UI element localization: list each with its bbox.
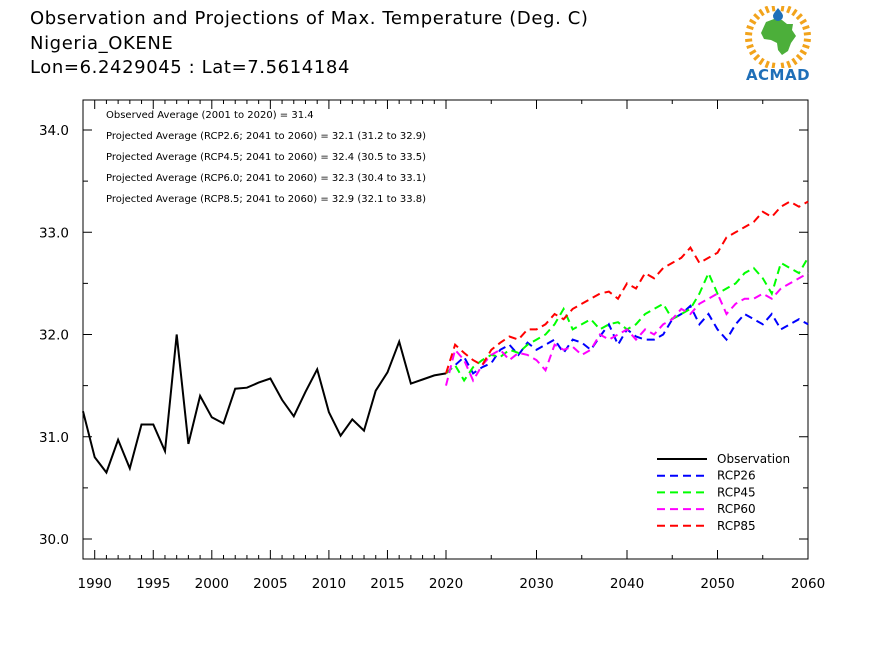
acmad-logo: ACMAD [738,4,818,84]
y-tick-label: 30.0 [39,532,69,548]
sun-ray [753,53,761,61]
x-tick-label: 2020 [429,576,463,592]
series-line-observation [82,334,447,475]
x-tick-label: 2000 [195,576,229,592]
legend-label: Observation [717,452,790,466]
sun-ray [791,8,798,17]
plot-frame [82,99,809,560]
sun-ray [803,38,811,43]
coordinates-label: Lon=6.2429045 : Lat=7.5614184 [30,57,350,78]
sun-ray [795,53,803,61]
sun-ray [799,49,808,56]
sun-ray [746,43,754,49]
x-tick-label: 1995 [136,576,170,592]
sun-ray [771,4,776,12]
sun-ray [745,38,753,43]
legend-label: RCP26 [717,469,756,483]
sun-ray [748,49,757,56]
sun-ray [802,25,810,31]
sun-ray [758,57,765,66]
summary-annotation: Projected Average (RCP2.6; 2041 to 2060)… [106,131,426,142]
x-tick-label: 1990 [78,576,112,592]
x-tick-label: 2030 [519,576,553,592]
location-name: Nigeria_OKENE [30,33,174,54]
sun-ray [758,8,765,17]
y-tick-label: 33.0 [39,225,69,241]
sun-ray [802,43,810,49]
x-tick-label: 2015 [370,576,404,592]
sun-ray [795,13,803,21]
summary-annotation: Projected Average (RCP4.5; 2041 to 2060)… [106,152,426,163]
sun-ray [764,60,770,69]
y-tick-label: 31.0 [39,430,69,446]
chart-title: Observation and Projections of Max. Temp… [30,8,589,29]
sun-ray [764,5,770,14]
legend-label: RCP60 [717,502,756,516]
sun-ray [799,18,808,25]
x-tick-label: 2060 [791,576,825,592]
africa-sun-icon [745,4,811,70]
summary-annotation: Observed Average (2001 to 2020) = 31.4 [106,110,314,121]
x-tick-label: 2050 [700,576,734,592]
sun-ray [780,4,785,12]
sun-ray [753,13,761,21]
series-line-rcp60 [445,272,809,386]
x-tick-label: 2005 [253,576,287,592]
summary-annotation: Projected Average (RCP8.5; 2041 to 2060)… [106,194,426,205]
y-tick-label: 32.0 [39,328,69,344]
logo-text: ACMAD [745,66,811,84]
y-tick-label: 34.0 [39,123,69,139]
sun-ray [803,31,811,36]
sun-ray [745,31,753,36]
sun-ray [786,60,792,69]
series-line-rcp45 [445,257,809,383]
series-line-rcp85 [445,200,809,374]
sun-ray [746,25,754,31]
sun-ray [748,18,757,25]
sun-ray [791,57,798,66]
series-line-rcp26 [445,304,809,375]
sun-ray [786,5,792,14]
legend-label: RCP45 [717,485,756,499]
x-tick-label: 2040 [610,576,644,592]
legend-label: RCP85 [717,519,756,533]
x-tick-label: 2010 [312,576,346,592]
summary-annotation: Projected Average (RCP6.0; 2041 to 2060)… [106,173,426,184]
